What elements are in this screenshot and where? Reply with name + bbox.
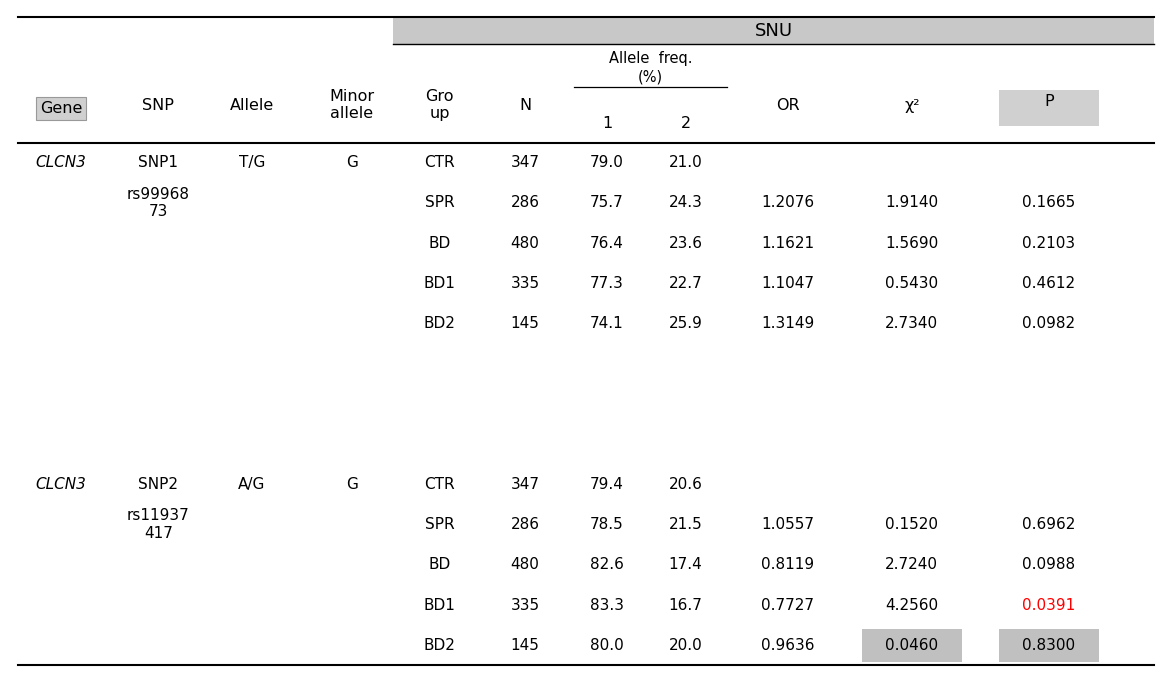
Text: 80.0: 80.0 [591,638,624,653]
Bar [999,629,1099,662]
Text: Minor
allele: Minor allele [329,89,374,122]
Text: 82.6: 82.6 [591,557,624,572]
Text: 74.1: 74.1 [591,316,624,331]
Text: 20.0: 20.0 [669,638,702,653]
Text: G: G [346,155,357,170]
Text: SPR: SPR [424,196,455,210]
Text: 83.3: 83.3 [590,598,625,612]
Text: BD2: BD2 [423,638,456,653]
Text: 20.6: 20.6 [669,477,702,492]
Text: 480: 480 [511,557,539,572]
Bar [393,17,1154,44]
Text: 347: 347 [511,477,539,492]
Text: BD1: BD1 [423,276,456,291]
Text: OR: OR [776,98,799,113]
Text: 0.8300: 0.8300 [1022,638,1076,653]
Text: 25.9: 25.9 [669,316,702,331]
Text: 145: 145 [511,316,539,331]
Text: rs99968
73: rs99968 73 [127,187,190,219]
Text: 0.2103: 0.2103 [1022,236,1076,251]
Text: 2.7340: 2.7340 [885,316,939,331]
Text: CLCN3: CLCN3 [35,155,87,170]
Text: SNP1: SNP1 [138,155,178,170]
Text: BD2: BD2 [423,316,456,331]
Text: 0.1665: 0.1665 [1022,196,1076,210]
Text: CTR: CTR [424,477,455,492]
Text: 1.1047: 1.1047 [761,276,815,291]
Text: T/G: T/G [239,155,265,170]
Text: 0.1520: 0.1520 [885,517,939,532]
Text: 0.4612: 0.4612 [1022,276,1076,291]
Text: 17.4: 17.4 [669,557,702,572]
Bar [863,629,962,662]
Text: CTR: CTR [424,155,455,170]
Text: N: N [519,98,531,113]
Text: 1.1621: 1.1621 [761,236,815,251]
Text: 335: 335 [511,276,539,291]
Text: BD1: BD1 [423,598,456,612]
Text: SNP: SNP [142,98,175,113]
Text: 286: 286 [511,196,539,210]
Text: 0.8119: 0.8119 [761,557,815,572]
Text: rs11937
417: rs11937 417 [127,509,190,541]
Text: χ²: χ² [904,98,920,113]
Text: 0.0391: 0.0391 [1022,598,1076,612]
Text: 347: 347 [511,155,539,170]
Text: CLCN3: CLCN3 [35,477,87,492]
Text: 79.4: 79.4 [591,477,624,492]
Bar [999,90,1099,126]
Text: 2: 2 [681,116,690,131]
Text: G: G [346,477,357,492]
Text: SNP2: SNP2 [138,477,178,492]
Text: 0.5430: 0.5430 [885,276,939,291]
Text: BD: BD [429,236,450,251]
Text: 1.2076: 1.2076 [761,196,815,210]
Text: 0.9636: 0.9636 [761,638,815,653]
Text: 21.5: 21.5 [669,517,702,532]
Text: 0.0982: 0.0982 [1022,316,1076,331]
Text: 0.7727: 0.7727 [761,598,815,612]
Text: 1.9140: 1.9140 [885,196,939,210]
Text: 16.7: 16.7 [669,598,702,612]
Text: Allele  freq.
(%): Allele freq. (%) [608,51,693,85]
Text: 22.7: 22.7 [669,276,702,291]
Text: A/G: A/G [238,477,266,492]
Text: Allele: Allele [230,98,274,113]
Text: 335: 335 [511,598,539,612]
Text: 145: 145 [511,638,539,653]
Text: 480: 480 [511,236,539,251]
Text: SNU: SNU [755,22,792,39]
Text: BD: BD [429,557,450,572]
Text: P: P [1044,94,1054,109]
Text: 0.0988: 0.0988 [1022,557,1076,572]
Text: 1.5690: 1.5690 [885,236,939,251]
Text: Gene: Gene [40,101,82,116]
Text: 76.4: 76.4 [591,236,624,251]
Text: 2.7240: 2.7240 [885,557,939,572]
Text: 75.7: 75.7 [591,196,624,210]
Text: 0.0460: 0.0460 [885,638,939,653]
Text: 77.3: 77.3 [591,276,624,291]
Text: 286: 286 [511,517,539,532]
Text: 24.3: 24.3 [669,196,702,210]
Text: 1.0557: 1.0557 [761,517,815,532]
Text: 1: 1 [602,116,612,131]
Text: 21.0: 21.0 [669,155,702,170]
Text: 78.5: 78.5 [591,517,624,532]
Text: 79.0: 79.0 [591,155,624,170]
Text: Gro
up: Gro up [425,89,454,122]
Text: 1.3149: 1.3149 [761,316,815,331]
Text: 4.2560: 4.2560 [885,598,939,612]
Text: 0.6962: 0.6962 [1022,517,1076,532]
Text: 23.6: 23.6 [668,236,703,251]
Text: SPR: SPR [424,517,455,532]
